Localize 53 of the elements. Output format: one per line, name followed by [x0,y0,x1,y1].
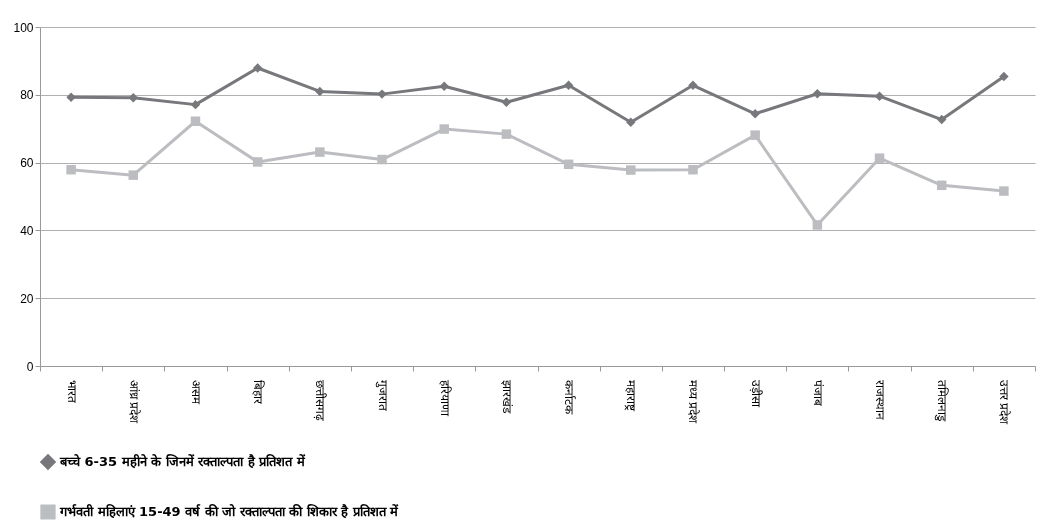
point [626,117,636,127]
x-tick-label: छत्तीसगढ़ [313,379,328,421]
point [315,147,325,157]
legend-label: बच्चे 6-35 महीने के जिनमें रक्ताल्पता है प्रतिशत में [59,454,306,469]
x-tick-label: गुजरात [374,379,390,412]
y-tick-label: 20 [20,291,34,306]
point [936,180,947,191]
y-tick-label: 0 [26,359,34,374]
x-tick-label: भारत [64,379,79,404]
point [999,186,1009,196]
point [563,159,574,170]
point [874,153,885,163]
x-tick-label: बिहार [251,379,266,405]
point [750,130,760,140]
x-tick-label: कर्नाटक [562,379,577,415]
point [688,164,698,175]
x-tick-label: तमिलनाडु [934,379,950,422]
x-tick-label: आंध्र प्रदेश [126,379,141,425]
x-tick-label: उड़ीसा [748,379,763,408]
point [626,165,636,175]
point [501,97,512,107]
x-tick-label: महाराष्ट्र [624,379,639,412]
point [812,220,823,230]
y-tick-label: 80 [20,88,34,103]
x-tick-label: असम [188,379,203,405]
point [252,157,263,167]
x-tick-label: उत्तर प्रदेश [997,379,1012,426]
point [128,170,139,180]
point [750,109,760,119]
point [66,92,76,102]
point [190,99,201,110]
legend-label: गर्भवती महिलाएं 15-49 वर्ष की जो रक्ताल्पता की शिकार है प्रतिशत में [59,504,400,519]
x-tick-label: पंजाब [810,379,825,407]
point [563,80,574,91]
x-tick-label: झारखंड [499,379,514,414]
point [439,81,449,92]
point [688,80,698,91]
point [936,114,947,125]
point [999,71,1009,82]
point [501,129,512,139]
y-tick-label: 60 [20,156,34,171]
x-tick-label: मध्य प्रदेश [686,379,701,425]
point [874,91,885,101]
x-tick-label: हरियाणा [437,379,452,417]
point [190,116,201,126]
point [377,154,387,165]
point [252,63,263,73]
point [439,124,449,134]
point [315,86,325,97]
y-tick-label: 100 [13,20,34,35]
point [66,164,76,175]
x-tick-label: राजस्थान [873,379,888,420]
y-tick-label: 40 [20,223,34,238]
